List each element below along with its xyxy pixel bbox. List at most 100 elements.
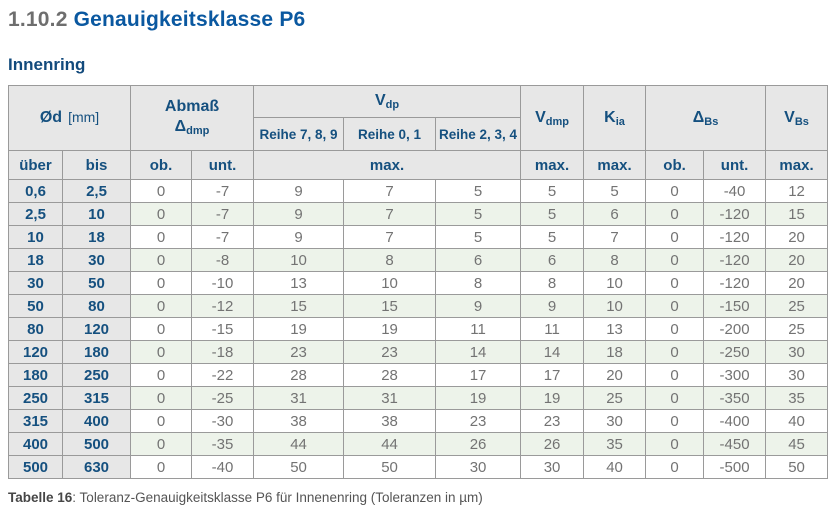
cell-value: 0 bbox=[645, 363, 705, 387]
table-row: 50 80 0 -12 15 15 9 9 10 0 -150 25 bbox=[8, 294, 829, 318]
col-header-delta-bs: ΔBs bbox=[645, 85, 767, 151]
cell-bis: 630 bbox=[61, 455, 132, 479]
table-row: 400 500 0 -35 44 44 26 26 35 0 -450 45 bbox=[8, 432, 829, 456]
cell-value: 0 bbox=[130, 455, 193, 479]
cell-value: 5 bbox=[583, 179, 647, 203]
cell-value: 8 bbox=[435, 271, 522, 295]
cell-value: 0 bbox=[645, 271, 705, 295]
cell-value: 0 bbox=[130, 409, 193, 433]
cell-value: -400 bbox=[703, 409, 767, 433]
cell-value: 13 bbox=[583, 317, 647, 341]
cell-value: -15 bbox=[191, 317, 255, 341]
table-row: 315 400 0 -30 38 38 23 23 30 0 -400 40 bbox=[8, 409, 829, 433]
cell-value: 0 bbox=[130, 248, 193, 272]
unit-max-vdp: max. bbox=[253, 150, 522, 180]
cell-value: 30 bbox=[520, 455, 585, 479]
cell-value: 0 bbox=[130, 294, 193, 318]
cell-value: 5 bbox=[520, 202, 585, 226]
cell-bis: 180 bbox=[61, 340, 132, 364]
cell-value: -300 bbox=[703, 363, 767, 387]
cell-value: 6 bbox=[583, 202, 647, 226]
cell-value: 45 bbox=[765, 432, 829, 456]
cell-value: 0 bbox=[645, 248, 705, 272]
cell-value: -200 bbox=[703, 317, 767, 341]
cell-value: 7 bbox=[343, 225, 437, 249]
cell-ueber: 315 bbox=[8, 409, 63, 433]
cell-value: 0 bbox=[130, 340, 193, 364]
cell-value: 9 bbox=[253, 179, 345, 203]
diameter-unit: [mm] bbox=[68, 109, 100, 125]
cell-value: 6 bbox=[435, 248, 522, 272]
cell-value: 17 bbox=[435, 363, 522, 387]
cell-value: 38 bbox=[343, 409, 437, 433]
cell-value: -18 bbox=[191, 340, 255, 364]
cell-value: 14 bbox=[435, 340, 522, 364]
cell-value: 17 bbox=[520, 363, 585, 387]
cell-value: 10 bbox=[343, 271, 437, 295]
header-row-units: über bis ob. unt. max. max. max. ob. unt… bbox=[8, 150, 829, 180]
unit-bis: bis bbox=[61, 150, 132, 180]
caption-text: : Toleranz-Genauigkeitsklasse P6 für Inn… bbox=[72, 490, 483, 505]
section-title: Genauigkeitsklasse P6 bbox=[73, 8, 306, 31]
cell-value: -30 bbox=[191, 409, 255, 433]
cell-value: 19 bbox=[520, 386, 585, 410]
cell-value: 30 bbox=[583, 409, 647, 433]
header-row-symbols: Ød [mm] Abmaß Δdmp Vdp Vdmp Kia ΔBs VBs bbox=[7, 85, 829, 151]
unit-ob-abmass: ob. bbox=[130, 150, 193, 180]
delta-bs-subscript: Bs bbox=[704, 115, 719, 128]
cell-bis: 80 bbox=[61, 294, 132, 318]
cell-bis: 250 bbox=[61, 363, 132, 387]
cell-value: 13 bbox=[253, 271, 345, 295]
cell-value: 23 bbox=[343, 340, 437, 364]
cell-ueber: 30 bbox=[8, 271, 63, 295]
cell-value: 25 bbox=[765, 317, 829, 341]
cell-value: 5 bbox=[435, 225, 522, 249]
cell-value: 12 bbox=[765, 179, 829, 203]
table-row: 10 18 0 -7 9 7 5 5 7 0 -120 20 bbox=[8, 225, 829, 249]
cell-bis: 2,5 bbox=[61, 179, 132, 203]
table-row: 30 50 0 -10 13 10 8 8 10 0 -120 20 bbox=[8, 271, 829, 295]
cell-bis: 315 bbox=[61, 386, 132, 410]
cell-value: 0 bbox=[645, 202, 705, 226]
table-row: 500 630 0 -40 50 50 30 30 40 0 -500 50 bbox=[8, 455, 829, 479]
cell-value: 7 bbox=[583, 225, 647, 249]
cell-value: 15 bbox=[343, 294, 437, 318]
abmass-symbol: Δdmp bbox=[174, 118, 210, 138]
cell-value: 20 bbox=[765, 248, 829, 272]
cell-ueber: 0,6 bbox=[8, 179, 63, 203]
cell-value: 50 bbox=[765, 455, 829, 479]
vdp-subscript: dp bbox=[385, 99, 400, 111]
cell-value: 11 bbox=[435, 317, 522, 341]
cell-value: -120 bbox=[703, 248, 767, 272]
cell-value: -450 bbox=[703, 432, 767, 456]
cell-ueber: 18 bbox=[8, 248, 63, 272]
col-header-abmass: Abmaß Δdmp bbox=[130, 85, 255, 151]
cell-value: 40 bbox=[765, 409, 829, 433]
cell-value: -10 bbox=[191, 271, 255, 295]
cell-value: 18 bbox=[583, 340, 647, 364]
col-header-diameter: Ød [mm] bbox=[7, 85, 132, 151]
cell-value: 0 bbox=[130, 317, 193, 341]
cell-value: 31 bbox=[343, 386, 437, 410]
cell-value: 28 bbox=[343, 363, 437, 387]
abmass-label: Abmaß bbox=[164, 98, 220, 116]
cell-ueber: 80 bbox=[8, 317, 63, 341]
cell-value: 19 bbox=[253, 317, 345, 341]
cell-value: 6 bbox=[520, 248, 585, 272]
cell-ueber: 50 bbox=[8, 294, 63, 318]
cell-value: 25 bbox=[583, 386, 647, 410]
cell-value: 14 bbox=[520, 340, 585, 364]
cell-value: 19 bbox=[435, 386, 522, 410]
cell-bis: 120 bbox=[61, 317, 132, 341]
cell-value: 0 bbox=[645, 294, 705, 318]
cell-value: 20 bbox=[765, 225, 829, 249]
cell-bis: 30 bbox=[61, 248, 132, 272]
col-header-vdp: Vdp bbox=[253, 85, 522, 118]
cell-bis: 500 bbox=[61, 432, 132, 456]
cell-value: 10 bbox=[253, 248, 345, 272]
cell-value: 5 bbox=[520, 179, 585, 203]
cell-value: 8 bbox=[583, 248, 647, 272]
unit-ob-dbs: ob. bbox=[645, 150, 705, 180]
cell-value: 15 bbox=[765, 202, 829, 226]
